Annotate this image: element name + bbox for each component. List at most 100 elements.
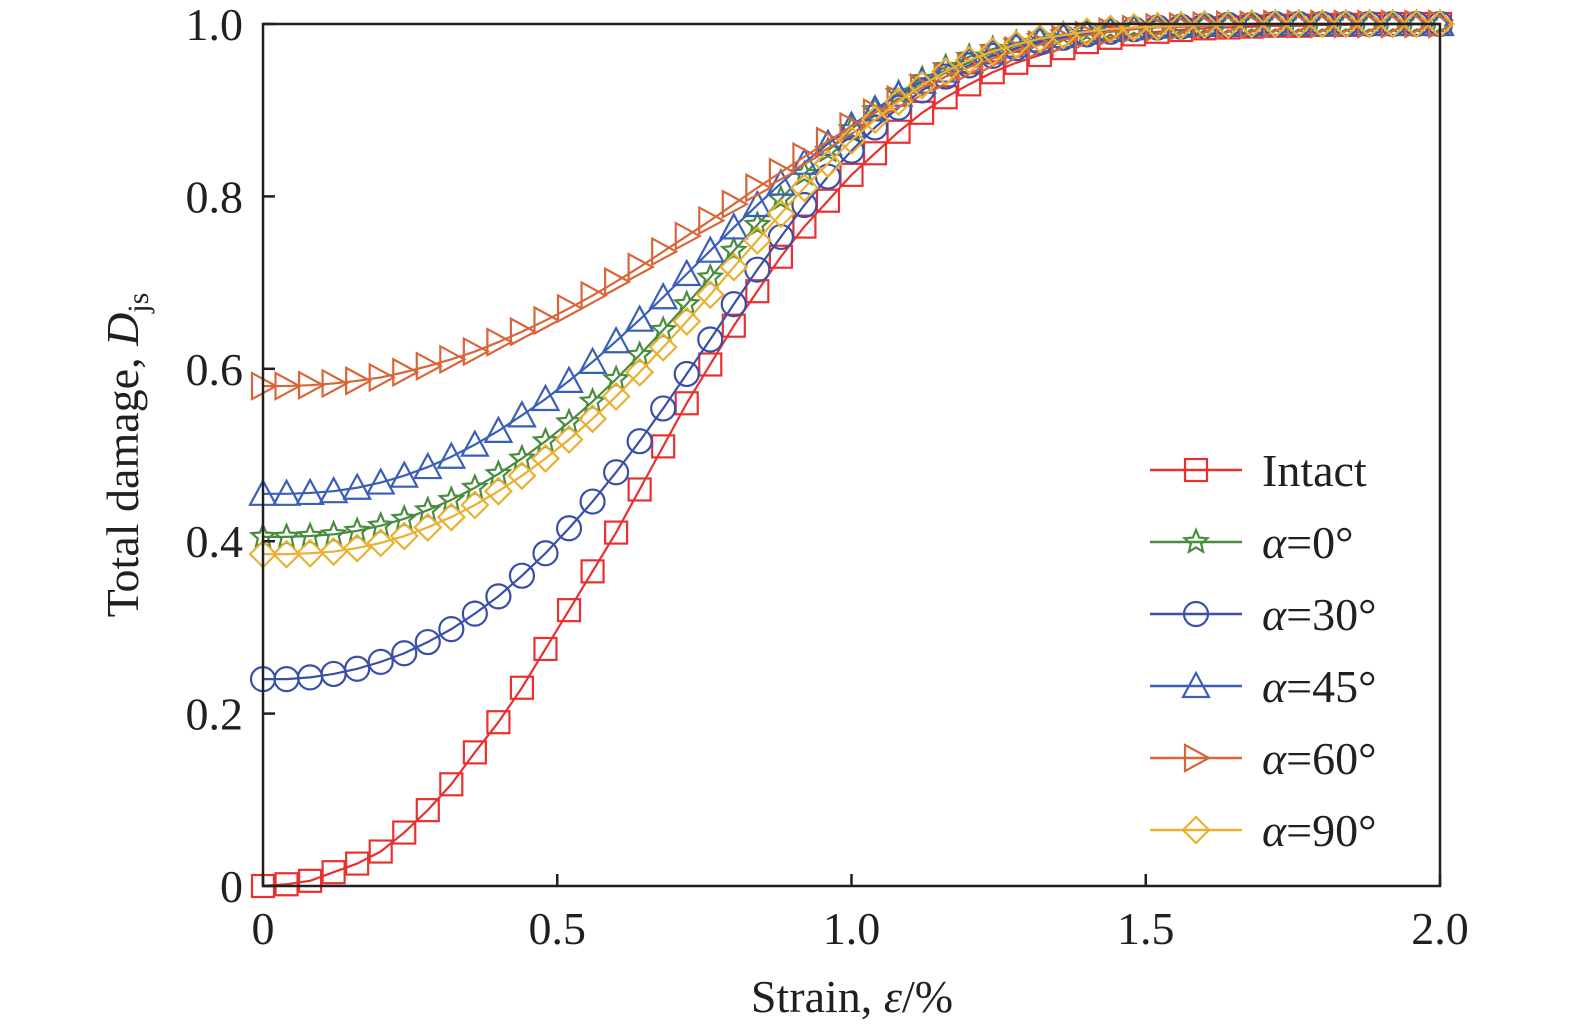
data-point (627, 252, 655, 282)
data-point (530, 443, 561, 474)
data-point (368, 839, 393, 864)
data-point (297, 370, 326, 401)
data-point (319, 536, 349, 567)
data-point (556, 598, 582, 623)
data-point (274, 371, 302, 401)
data-point (368, 362, 397, 393)
data-point (391, 640, 418, 667)
data-point (933, 85, 958, 110)
data-point (485, 583, 512, 610)
data-point (1048, 20, 1078, 50)
legend-item: α=0° (1150, 517, 1354, 568)
data-point (366, 528, 396, 558)
data-point (1166, 11, 1196, 41)
legend: Intact α=0° α=30° α=45° α=60° α=90° (1150, 445, 1377, 856)
data-point (272, 522, 301, 549)
legend-marker (1183, 743, 1212, 773)
data-point (509, 675, 535, 700)
data-point (931, 56, 961, 86)
data-point (509, 316, 538, 347)
data-point (836, 125, 867, 155)
data-point (1190, 10, 1220, 40)
data-point (507, 461, 537, 491)
data-point (530, 383, 561, 412)
y-tick-label: 1.0 (186, 0, 244, 50)
legend-marker (1182, 600, 1210, 628)
data-point (743, 209, 772, 237)
legend-label: α=90° (1262, 805, 1377, 856)
data-point (578, 404, 608, 434)
data-point (1307, 9, 1337, 39)
data-point (1260, 9, 1290, 39)
data-point (365, 467, 396, 495)
data-point (460, 429, 490, 457)
legend-item: α=60° (1150, 733, 1377, 784)
data-point (580, 280, 608, 311)
series-line (263, 22, 1440, 495)
data-point (671, 258, 702, 287)
data-point (836, 110, 867, 138)
data-point (697, 326, 724, 353)
data-point (815, 188, 841, 213)
data-point (438, 616, 465, 643)
data-point (554, 424, 584, 455)
y-tick-label: 0.8 (186, 171, 244, 222)
y-tick-label: 0.2 (186, 689, 244, 740)
data-point (698, 352, 723, 377)
data-point (860, 105, 890, 135)
data-point (720, 291, 747, 318)
data-point (1237, 9, 1267, 39)
data-point (274, 872, 299, 897)
data-point (648, 281, 679, 310)
data-point (483, 415, 514, 443)
data-point (319, 519, 348, 547)
data-point (624, 304, 655, 332)
data-point (1025, 24, 1055, 54)
x-tick-label: 2.0 (1411, 903, 1469, 954)
data-point (392, 820, 417, 845)
data-point (721, 189, 750, 220)
data-point (577, 346, 608, 375)
x-tick-label: 1.5 (1117, 903, 1175, 954)
data-point (651, 434, 676, 459)
data-point (886, 119, 911, 144)
data-point (601, 381, 631, 411)
legend-item: α=90° (1150, 805, 1377, 856)
legend-label: α=60° (1262, 733, 1377, 784)
data-point (674, 391, 699, 416)
data-point (321, 368, 349, 399)
x-axis-ticks: 0 0.5 1.0 1.5 2.0 (252, 874, 1469, 954)
data-point (271, 539, 302, 569)
data-point (415, 351, 444, 382)
y-tick-label: 0 (220, 861, 243, 912)
data-point (392, 357, 420, 388)
data-point (436, 441, 467, 469)
data-point (604, 266, 632, 297)
legend-label: α=45° (1262, 661, 1377, 712)
data-point (295, 538, 325, 568)
y-tick-label: 0.4 (186, 516, 244, 567)
data-point (672, 306, 702, 336)
data-point (742, 225, 772, 255)
y-axis-title: Total damage, Djs (97, 293, 155, 618)
data-point (389, 460, 420, 488)
x-axis-title: Strain, ε/% (751, 971, 953, 1022)
data-point (1213, 10, 1243, 40)
data-point (602, 459, 630, 486)
data-point (1284, 9, 1314, 39)
series-line (263, 22, 1440, 388)
data-point (601, 325, 631, 354)
data-point (414, 628, 441, 656)
data-point (930, 55, 961, 83)
data-point (625, 357, 655, 387)
data-point (342, 472, 373, 500)
data-point (533, 305, 561, 336)
data-point (650, 395, 677, 422)
data-point (789, 173, 819, 203)
data-point (580, 559, 605, 584)
data-point (603, 520, 629, 545)
series-triangle-right (250, 9, 1456, 401)
data-point (297, 868, 323, 893)
